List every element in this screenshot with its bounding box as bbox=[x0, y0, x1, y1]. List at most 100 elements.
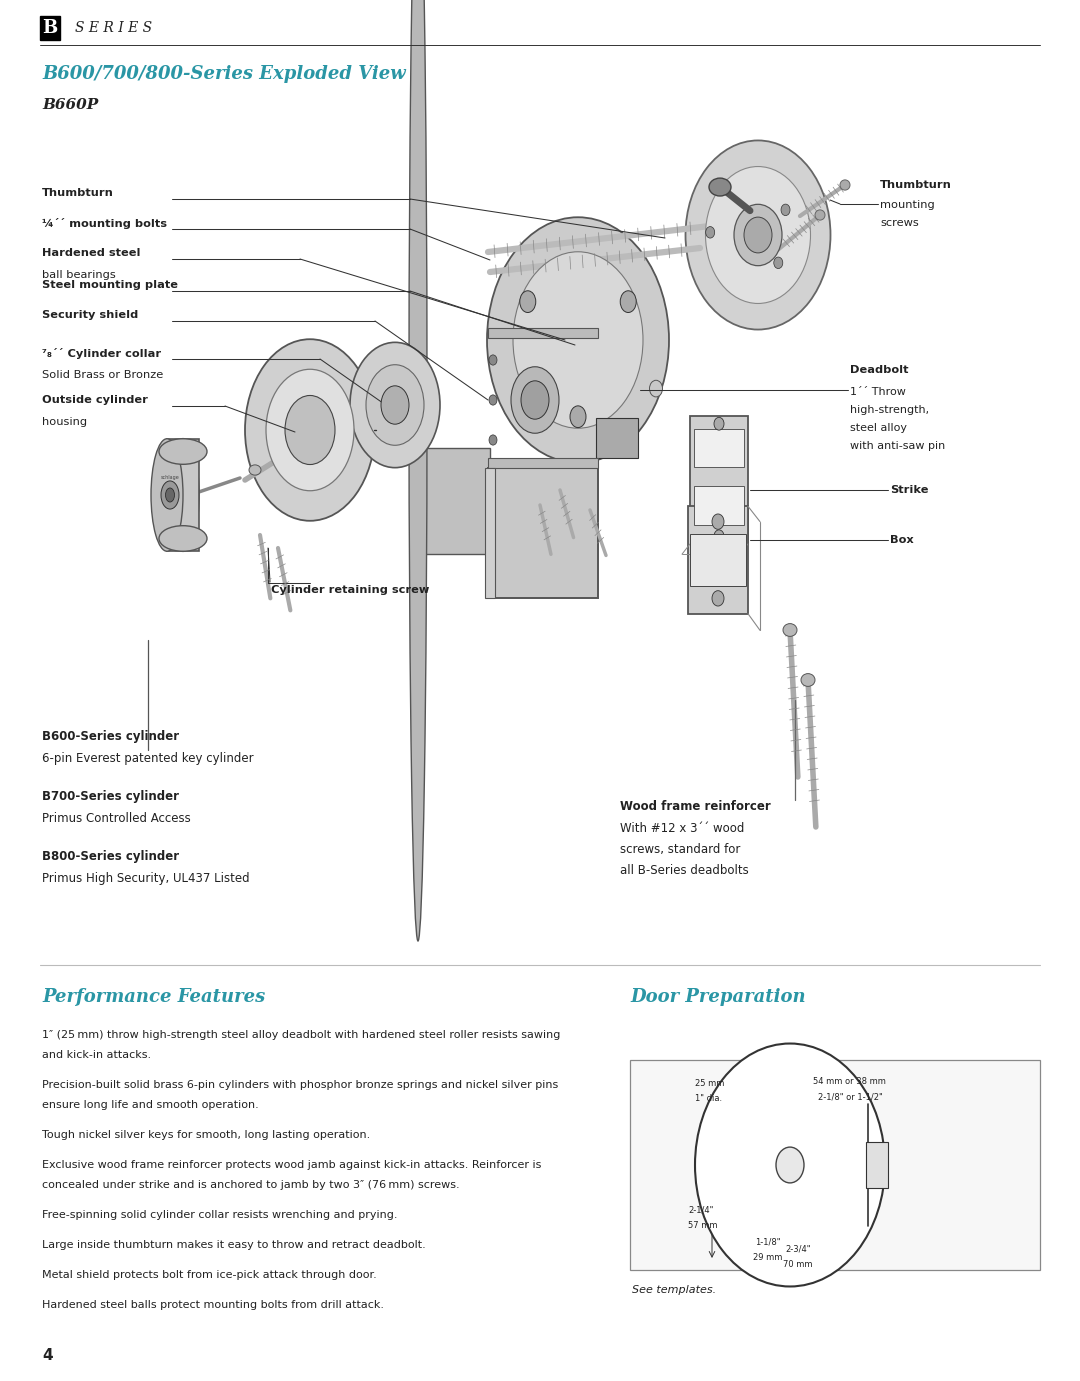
Text: schlage: schlage bbox=[161, 475, 179, 479]
Text: B600/700/800-Series Exploded View: B600/700/800-Series Exploded View bbox=[42, 65, 406, 83]
Bar bbox=[488, 457, 598, 468]
Text: 2-3/4": 2-3/4" bbox=[785, 1244, 811, 1254]
Ellipse shape bbox=[249, 465, 261, 475]
Text: Tough nickel silver keys for smooth, long lasting operation.: Tough nickel silver keys for smooth, lon… bbox=[42, 1130, 370, 1139]
Text: B600-Series cylinder: B600-Series cylinder bbox=[42, 731, 179, 743]
Ellipse shape bbox=[266, 369, 354, 490]
Ellipse shape bbox=[161, 481, 179, 510]
Ellipse shape bbox=[350, 342, 440, 468]
Bar bbox=[167, 439, 199, 551]
Ellipse shape bbox=[840, 180, 850, 191]
Text: Primus High Security, UL437 Listed: Primus High Security, UL437 Listed bbox=[42, 871, 249, 885]
Text: Precision-built solid brass 6-pin cylinders with phosphor bronze springs and nic: Precision-built solid brass 6-pin cylind… bbox=[42, 1080, 558, 1090]
Text: Thumbturn: Thumbturn bbox=[42, 188, 113, 197]
Ellipse shape bbox=[521, 381, 549, 420]
Ellipse shape bbox=[649, 380, 662, 396]
Ellipse shape bbox=[705, 226, 715, 238]
Text: high-strength,: high-strength, bbox=[850, 405, 929, 416]
Text: See templates.: See templates. bbox=[632, 1284, 716, 1295]
Ellipse shape bbox=[489, 395, 497, 405]
Text: 2-1/8" or 1-1/2": 2-1/8" or 1-1/2" bbox=[818, 1092, 882, 1102]
Text: With #12 x 3´´ wood: With #12 x 3´´ wood bbox=[620, 822, 744, 836]
Ellipse shape bbox=[245, 340, 375, 521]
Text: 1-1/8": 1-1/8" bbox=[755, 1237, 781, 1246]
Text: Thumbturn: Thumbturn bbox=[880, 180, 951, 191]
Text: with anti-saw pin: with anti-saw pin bbox=[850, 441, 945, 452]
Text: Large inside thumbturn makes it easy to throw and retract deadbolt.: Large inside thumbturn makes it easy to … bbox=[42, 1240, 426, 1250]
Text: Box: Box bbox=[890, 534, 914, 545]
Bar bbox=[690, 534, 746, 586]
Ellipse shape bbox=[686, 141, 831, 330]
Bar bbox=[488, 468, 598, 598]
Ellipse shape bbox=[708, 178, 731, 196]
Ellipse shape bbox=[773, 257, 783, 268]
Text: concealed under strike and is anchored to jamb by two 3″ (76 mm) screws.: concealed under strike and is anchored t… bbox=[42, 1179, 460, 1190]
Ellipse shape bbox=[783, 624, 797, 637]
Ellipse shape bbox=[815, 210, 825, 220]
Ellipse shape bbox=[366, 365, 424, 445]
Ellipse shape bbox=[159, 526, 207, 551]
Text: 1″ (25 mm) throw high-strength steel alloy deadbolt with hardened steel roller r: 1″ (25 mm) throw high-strength steel all… bbox=[42, 1030, 561, 1040]
Text: 54 mm or 38 mm: 54 mm or 38 mm bbox=[813, 1077, 887, 1087]
Text: 57 mm: 57 mm bbox=[688, 1221, 717, 1229]
Ellipse shape bbox=[570, 406, 586, 428]
Ellipse shape bbox=[165, 487, 175, 503]
Text: B800-Series cylinder: B800-Series cylinder bbox=[42, 849, 179, 863]
Text: ⁷₈´´ Cylinder collar: ⁷₈´´ Cylinder collar bbox=[42, 348, 161, 359]
Ellipse shape bbox=[513, 251, 643, 428]
Bar bbox=[694, 486, 744, 525]
Text: 6-pin Everest patented key cylinder: 6-pin Everest patented key cylinder bbox=[42, 753, 254, 765]
Text: B: B bbox=[42, 19, 57, 37]
Ellipse shape bbox=[167, 439, 199, 551]
Text: and kick-in attacks.: and kick-in attacks. bbox=[42, 1050, 151, 1061]
Text: Hardened steel balls protect mounting bolts from drill attack.: Hardened steel balls protect mounting bo… bbox=[42, 1300, 384, 1311]
Text: Metal shield protects bolt from ice-pick attack through door.: Metal shield protects bolt from ice-pick… bbox=[42, 1271, 377, 1280]
Text: B700-Series cylinder: B700-Series cylinder bbox=[42, 790, 179, 802]
Ellipse shape bbox=[489, 355, 497, 365]
Ellipse shape bbox=[409, 0, 427, 940]
Text: 4: 4 bbox=[42, 1348, 53, 1363]
Bar bbox=[630, 1061, 1040, 1271]
Ellipse shape bbox=[744, 217, 772, 253]
Ellipse shape bbox=[159, 439, 207, 464]
Ellipse shape bbox=[487, 217, 669, 463]
Text: Steel mounting plate: Steel mounting plate bbox=[42, 280, 178, 290]
Text: Solid Brass or Bronze: Solid Brass or Bronze bbox=[42, 370, 163, 380]
Bar bbox=[694, 429, 744, 467]
Bar bbox=[690, 416, 748, 544]
Text: housing: housing bbox=[42, 417, 87, 427]
Text: Hardened steel: Hardened steel bbox=[42, 249, 140, 258]
Text: Strike: Strike bbox=[890, 485, 929, 494]
Bar bbox=[596, 418, 638, 458]
Bar bbox=[488, 327, 598, 338]
Text: screws: screws bbox=[880, 218, 919, 228]
Ellipse shape bbox=[519, 291, 536, 312]
Ellipse shape bbox=[511, 367, 559, 434]
Text: Security shield: Security shield bbox=[42, 309, 138, 320]
Text: all B-Series deadbolts: all B-Series deadbolts bbox=[620, 865, 748, 877]
Text: 25 mm: 25 mm bbox=[696, 1079, 725, 1088]
Ellipse shape bbox=[781, 204, 791, 215]
Text: Outside cylinder: Outside cylinder bbox=[42, 395, 148, 405]
Text: 1´´ Throw: 1´´ Throw bbox=[850, 387, 906, 396]
Text: Primus Controlled Access: Primus Controlled Access bbox=[42, 812, 191, 824]
Text: Door Preparation: Door Preparation bbox=[630, 987, 806, 1005]
Ellipse shape bbox=[285, 395, 335, 464]
Text: 1" dia.: 1" dia. bbox=[696, 1094, 723, 1103]
Text: 70 mm: 70 mm bbox=[783, 1261, 813, 1269]
Bar bbox=[485, 468, 495, 598]
Bar bbox=[688, 507, 748, 613]
Text: Free-spinning solid cylinder collar resists wrenching and prying.: Free-spinning solid cylinder collar resi… bbox=[42, 1210, 397, 1219]
Text: Cylinder retaining screw: Cylinder retaining screw bbox=[271, 586, 429, 595]
Ellipse shape bbox=[705, 167, 810, 304]
Text: ensure long life and smooth operation.: ensure long life and smooth operation. bbox=[42, 1101, 259, 1110]
Text: ball bearings: ball bearings bbox=[42, 271, 116, 280]
Ellipse shape bbox=[714, 417, 724, 429]
Bar bbox=[866, 1142, 888, 1188]
Ellipse shape bbox=[712, 514, 724, 529]
Ellipse shape bbox=[801, 674, 815, 686]
Ellipse shape bbox=[489, 435, 497, 445]
Ellipse shape bbox=[712, 591, 724, 606]
Ellipse shape bbox=[696, 1044, 885, 1287]
Text: Deadbolt: Deadbolt bbox=[850, 365, 908, 376]
